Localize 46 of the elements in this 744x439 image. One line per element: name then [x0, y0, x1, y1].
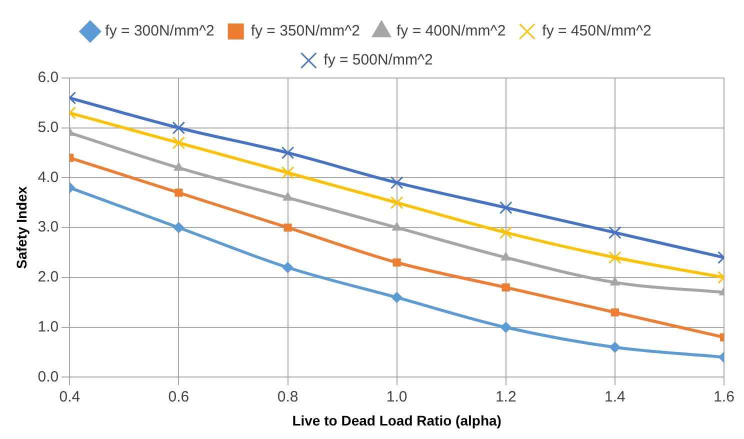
point — [174, 162, 184, 171]
legend-label: fy = 450N/mm^2 — [542, 22, 652, 40]
y-tick-label: 0.0 — [38, 368, 59, 386]
point — [391, 292, 402, 303]
point — [500, 322, 512, 333]
point — [174, 188, 183, 197]
point — [282, 262, 294, 273]
point — [281, 166, 294, 180]
y-tick-label: 1.0 — [38, 318, 59, 336]
point — [499, 226, 512, 239]
x-tick-label: 1.0 — [386, 388, 408, 406]
point — [173, 222, 184, 234]
y-tick-label: 5.0 — [38, 119, 59, 136]
point — [392, 258, 401, 267]
point — [609, 342, 620, 353]
y-axis-title: Safety Index — [13, 186, 30, 269]
point — [608, 226, 622, 239]
point — [499, 201, 512, 214]
x-tick-label: 1.4 — [604, 388, 626, 406]
point — [610, 308, 619, 316]
point — [390, 196, 404, 210]
point — [284, 224, 292, 232]
point — [172, 136, 186, 150]
x-tick-label: 0.8 — [277, 388, 298, 406]
point — [502, 283, 510, 292]
y-tick-label: 3.0 — [38, 218, 59, 236]
point — [172, 121, 186, 134]
point — [390, 176, 404, 190]
point — [392, 222, 402, 231]
point — [608, 251, 622, 264]
legend-label: fy = 500N/mm^2 — [324, 52, 433, 69]
x-tick-label: 1.2 — [495, 388, 516, 406]
x-tick-label: 0.4 — [59, 388, 80, 406]
x-axis-title: Live to Dead Load Ratio (alpha) — [292, 412, 502, 428]
point — [610, 276, 620, 286]
point — [281, 146, 294, 160]
y-tick-label: 2.0 — [38, 268, 59, 286]
legend-label: fy = 400N/mm^2 — [396, 22, 506, 40]
x-tick-label: 0.6 — [168, 388, 190, 406]
point — [282, 192, 293, 201]
point — [501, 252, 511, 261]
legend-label: fy = 300N/mm^2 — [105, 22, 214, 40]
y-tick-label: 4.0 — [38, 168, 59, 186]
legend-label: fy = 350N/mm^2 — [250, 22, 360, 40]
x-tick-label: 1.6 — [714, 388, 734, 406]
y-tick-label: 6.0 — [38, 69, 59, 86]
